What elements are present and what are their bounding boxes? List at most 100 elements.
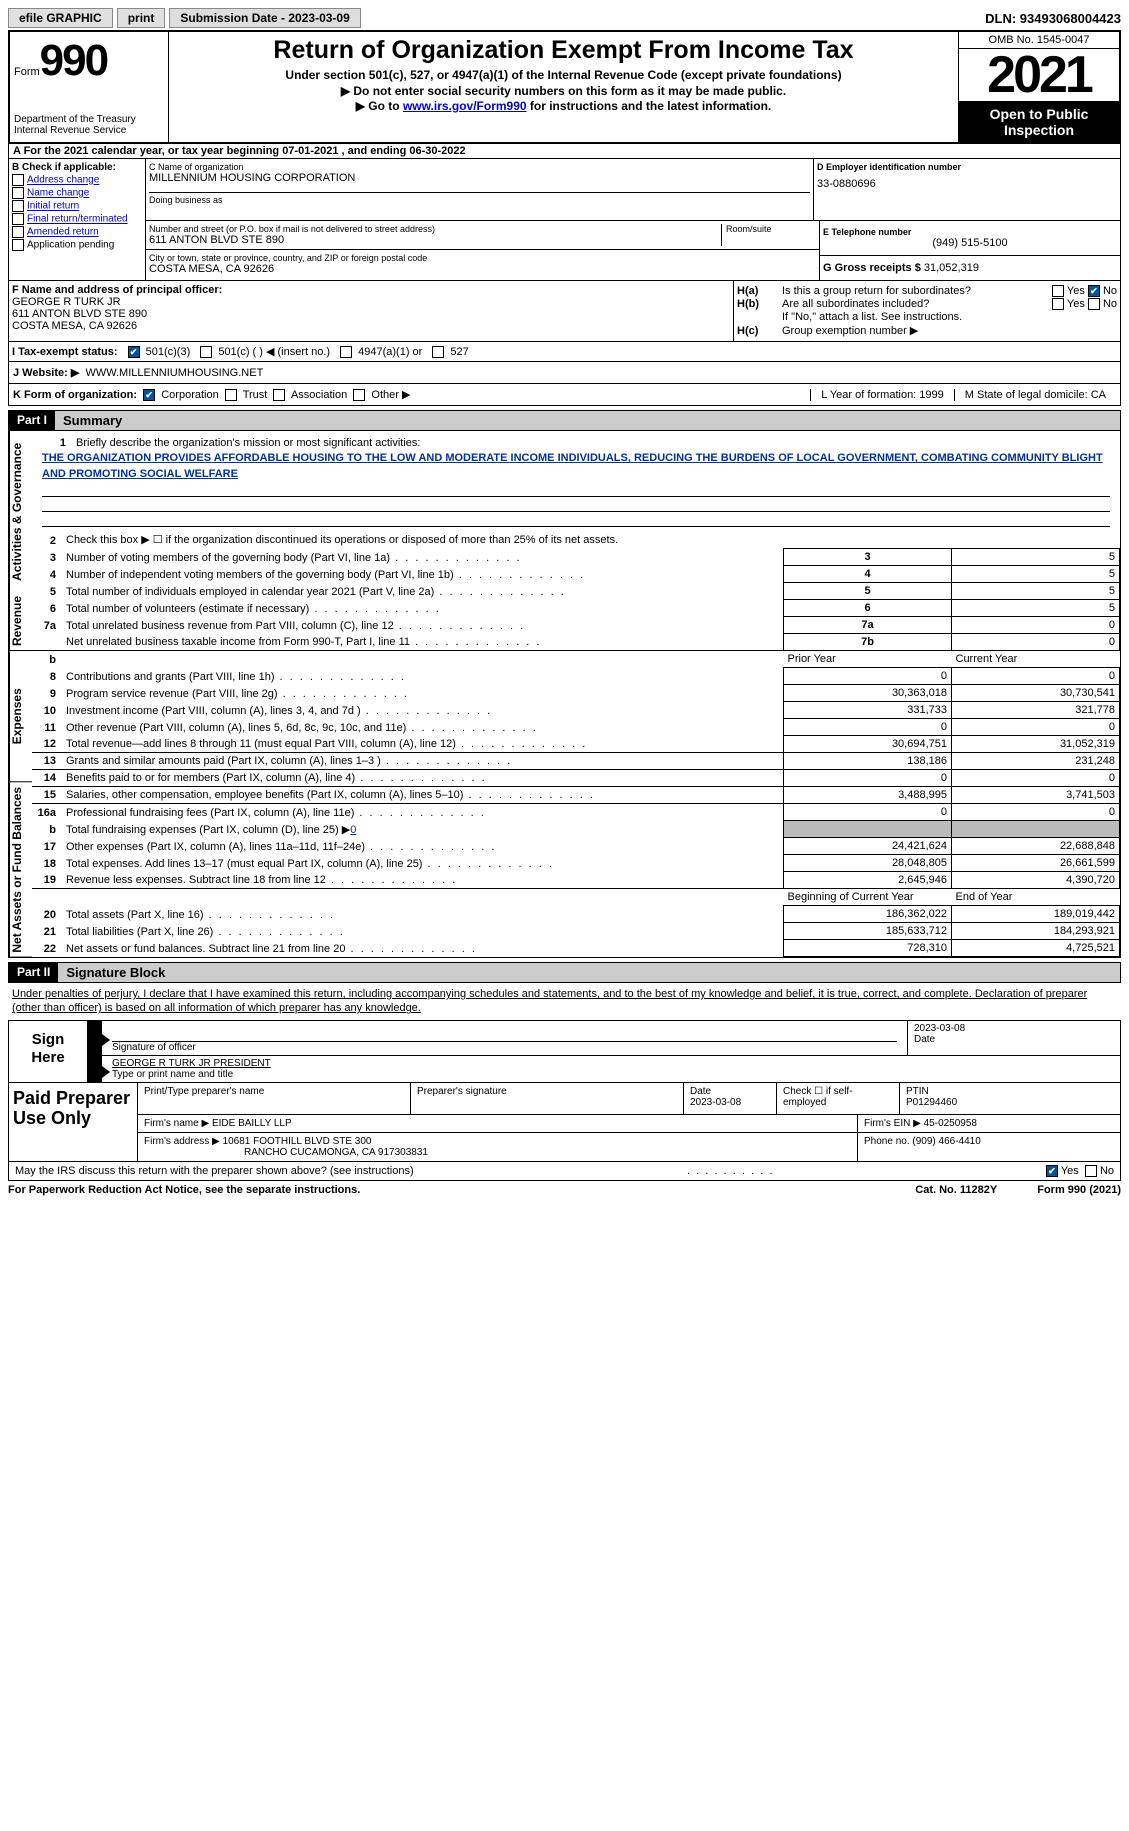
form-subtitle: Under section 501(c), 527, or 4947(a)(1)… [173, 68, 954, 82]
officer-name: GEORGE R TURK JR [12, 296, 730, 308]
cb-assoc[interactable] [273, 389, 285, 401]
firm-addr2: RANCHO CUCAMONGA, CA 917303831 [244, 1147, 428, 1158]
table-row: 11Other revenue (Part VIII, column (A), … [32, 719, 1120, 736]
street-label: Number and street (or P.O. box if mail i… [149, 224, 717, 234]
opt-initial-return[interactable]: Initial return [27, 201, 79, 212]
cb-amended[interactable] [12, 226, 24, 238]
m-state: M State of legal domicile: CA [954, 389, 1116, 401]
row-k-formorg: K Form of organization: ✔ Corporation Tr… [8, 384, 1121, 406]
cb-app-pending[interactable] [12, 239, 24, 251]
hb-no[interactable] [1088, 298, 1100, 310]
note-ssn: ▶ Do not enter social security numbers o… [173, 84, 954, 98]
officer-printed: GEORGE R TURK JR PRESIDENT [112, 1058, 1110, 1069]
self-employed-check[interactable]: Check ☐ if self-employed [777, 1083, 900, 1114]
ha-yes[interactable] [1052, 285, 1064, 297]
table-row: 8Contributions and grants (Part VIII, li… [32, 668, 1120, 685]
mission-text: THE ORGANIZATION PROVIDES AFFORDABLE HOU… [42, 451, 1110, 482]
website-value: WWW.MILLENNIUMHOUSING.NET [85, 367, 263, 379]
part2-header: Part II Signature Block [8, 962, 1121, 983]
type-name-label: Type or print name and title [112, 1069, 1110, 1080]
officer-addr2: COSTA MESA, CA 92626 [12, 320, 730, 332]
officer-addr1: 611 ANTON BLVD STE 890 [12, 308, 730, 320]
efile-button[interactable]: efile GRAPHIC [8, 8, 113, 28]
discuss-no[interactable] [1085, 1165, 1097, 1177]
arrow-icon [88, 1021, 102, 1055]
print-button[interactable]: print [117, 8, 166, 28]
hdr-current: Current Year [952, 651, 1120, 668]
opt-name-change[interactable]: Name change [27, 188, 89, 199]
l1-label: Briefly describe the organization's miss… [72, 435, 1110, 451]
fundraising-total: 0 [350, 824, 356, 836]
hdr-end: End of Year [952, 889, 1120, 906]
footer: For Paperwork Reduction Act Notice, see … [8, 1181, 1121, 1199]
table-row: 13Grants and similar amounts paid (Part … [32, 753, 1120, 770]
sign-here-block: Sign Here Signature of officer 2023-03-0… [8, 1020, 1121, 1083]
ein-value: 33-0880696 [817, 178, 1117, 190]
l2-text: Check this box ▶ ☐ if the organization d… [62, 531, 1120, 549]
g-label: G Gross receipts $ [823, 262, 921, 274]
cb-501c[interactable] [200, 346, 212, 358]
opt-address-change[interactable]: Address change [27, 175, 99, 186]
org-name: MILLENNIUM HOUSING CORPORATION [149, 172, 810, 184]
city-value: COSTA MESA, CA 92626 [149, 263, 427, 275]
sig-officer-label: Signature of officer [112, 1042, 897, 1053]
part1-header: Part I Summary [8, 410, 1121, 431]
cb-corp[interactable]: ✔ [143, 389, 155, 401]
cb-trust[interactable] [225, 389, 237, 401]
form-title: Return of Organization Exempt From Incom… [173, 36, 954, 65]
cb-final-return[interactable] [12, 213, 24, 225]
table-row: 5Total number of individuals employed in… [32, 583, 1120, 600]
irs-link[interactable]: www.irs.gov/Form990 [403, 99, 527, 113]
open-inspection: Open to Public Inspection [959, 102, 1119, 142]
gross-receipts: 31,052,319 [924, 262, 979, 274]
form-number: Form990 [14, 36, 164, 86]
cat-no: Cat. No. 11282Y [915, 1184, 997, 1196]
side-activities: Activities & Governance [9, 431, 32, 592]
table-row: Net unrelated business taxable income fr… [32, 634, 1120, 651]
table-row: 22Net assets or fund balances. Subtract … [32, 940, 1120, 957]
table-row: 18Total expenses. Add lines 13–17 (must … [32, 855, 1120, 872]
cb-527[interactable] [432, 346, 444, 358]
cb-name-change[interactable] [12, 187, 24, 199]
ha-no[interactable]: ✔ [1088, 285, 1100, 297]
side-expenses: Expenses [9, 651, 32, 782]
note-link: ▶ Go to www.irs.gov/Form990 for instruct… [173, 99, 954, 113]
arrow-icon [88, 1056, 102, 1082]
row-a-period: A For the 2021 calendar year, or tax yea… [8, 144, 1121, 159]
ptin-value: P01294460 [906, 1097, 1114, 1108]
hb-yes[interactable] [1052, 298, 1064, 310]
submission-date: Submission Date - 2023-03-09 [169, 8, 360, 28]
phone-value: (949) 515-5100 [823, 237, 1117, 249]
discuss-row: May the IRS discuss this return with the… [8, 1162, 1121, 1181]
e-label: E Telephone number [823, 227, 1117, 237]
sig-declaration: Under penalties of perjury, I declare th… [8, 983, 1121, 1020]
cb-501c3[interactable]: ✔ [128, 346, 140, 358]
date-label: Date [914, 1034, 1114, 1045]
cb-other[interactable] [353, 389, 365, 401]
table-row: 15Salaries, other compensation, employee… [32, 787, 1120, 804]
firm-name: EIDE BAILLY LLP [212, 1118, 292, 1129]
opt-amended[interactable]: Amended return [27, 227, 99, 238]
opt-final-return[interactable]: Final return/terminated [27, 214, 128, 225]
cb-address-change[interactable] [12, 174, 24, 186]
side-netassets: Net Assets or Fund Balances [9, 783, 32, 958]
hdr-prior: Prior Year [784, 651, 952, 668]
hb-note: If "No," attach a list. See instructions… [737, 311, 1117, 323]
row-i-status: I Tax-exempt status: ✔ 501(c)(3) 501(c) … [8, 342, 1121, 362]
table-row: 19Revenue less expenses. Subtract line 1… [32, 872, 1120, 889]
dln-label: DLN: 93493068004423 [985, 11, 1121, 26]
section-officer: F Name and address of principal officer:… [8, 281, 1121, 342]
l-year: L Year of formation: 1999 [810, 389, 954, 401]
table-row: 12Total revenue—add lines 8 through 11 (… [32, 736, 1120, 753]
top-toolbar: efile GRAPHIC print Submission Date - 20… [8, 8, 1121, 28]
opt-app-pending: Application pending [27, 240, 114, 251]
cb-4947[interactable] [340, 346, 352, 358]
dba-label: Doing business as [149, 195, 810, 205]
city-label: City or town, state or province, country… [149, 253, 427, 263]
cb-initial-return[interactable] [12, 200, 24, 212]
discuss-yes[interactable]: ✔ [1046, 1165, 1058, 1177]
table-row: 16aProfessional fundraising fees (Part I… [32, 804, 1120, 821]
b-header: B Check if applicable: [12, 162, 142, 173]
tax-year: 2021 [959, 49, 1119, 102]
table-row: 4Number of independent voting members of… [32, 566, 1120, 583]
